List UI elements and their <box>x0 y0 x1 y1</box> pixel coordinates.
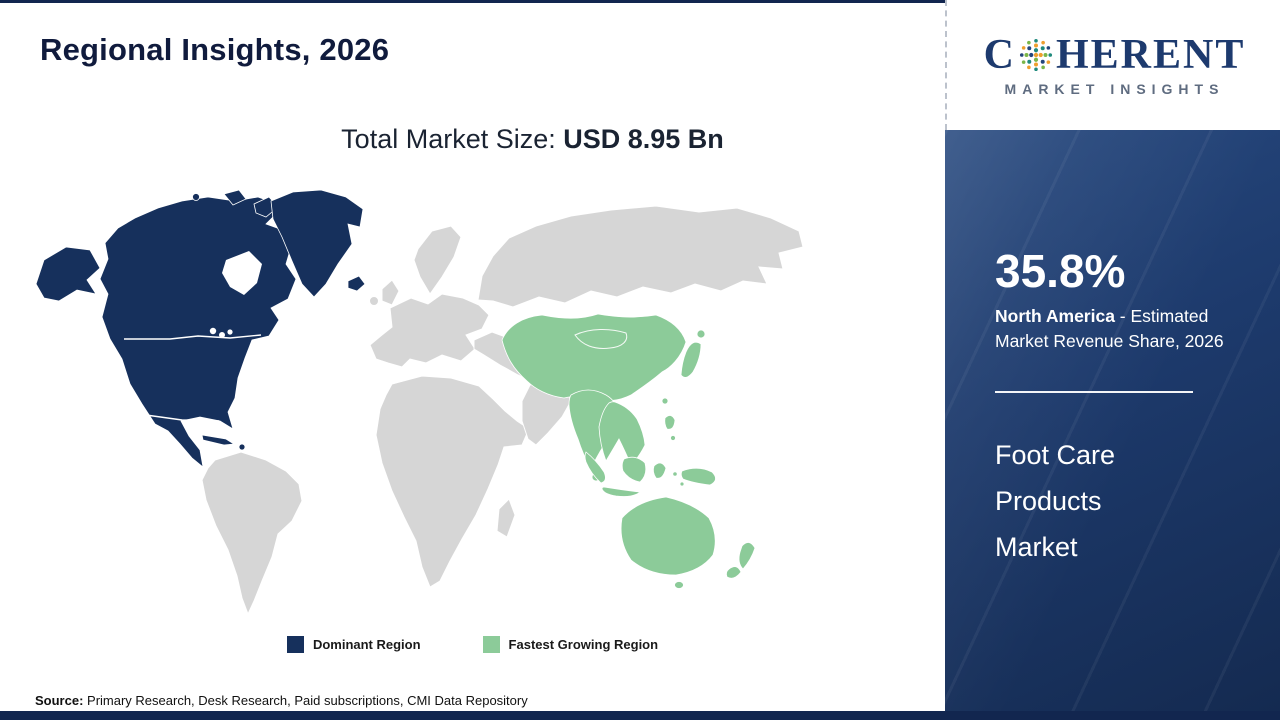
globe-dots-icon <box>1019 38 1053 71</box>
source-note: Source: Primary Research, Desk Research,… <box>35 693 528 708</box>
legend-item-growing: Fastest Growing Region <box>482 636 659 653</box>
source-label: Source: <box>35 693 84 708</box>
page-title: Regional Insights, 2026 <box>40 32 390 67</box>
market-share-value: 35.8% <box>995 245 1126 297</box>
highlight-panel: 35.8% North America - Estimated Market R… <box>945 130 1280 720</box>
map-legend: Dominant Region Fastest Growing Region <box>0 636 945 653</box>
source-text: Primary Research, Desk Research, Paid su… <box>83 693 528 708</box>
market-name: Foot Care Products Market <box>995 439 1116 562</box>
fastest-growing-region-label: Fastest Growing Region <box>508 637 659 652</box>
market-share-region: North America <box>995 306 1115 326</box>
region-asia-pacific <box>501 313 756 589</box>
top-accent-strip <box>0 0 1280 3</box>
world-map <box>35 189 804 616</box>
total-market-size-label: Total Market Size: <box>341 124 564 154</box>
region-north-america <box>35 189 366 468</box>
brand-tagline: MARKET INSIGHTS <box>1004 80 1225 97</box>
region-neutral <box>201 205 804 616</box>
market-share-description: North America - Estimated Market Revenue… <box>995 304 1257 355</box>
total-market-size-value: USD 8.95 Bn <box>563 124 724 154</box>
brand-letters-herent: HERENT <box>1055 31 1246 78</box>
panel-divider <box>995 390 1193 393</box>
brand-logo: C HERENT <box>984 34 1246 76</box>
dominant-region-swatch <box>286 636 304 653</box>
fastest-growing-region-swatch <box>482 636 500 653</box>
brand-letter-c: C <box>983 31 1016 78</box>
legend-item-dominant: Dominant Region <box>286 636 421 653</box>
world-map-container <box>30 188 820 623</box>
total-market-size: Total Market Size: USD 8.95 Bn <box>60 124 1005 155</box>
bottom-accent-strip <box>0 711 1280 720</box>
dominant-region-label: Dominant Region <box>312 637 421 652</box>
market-share-caption: - Estimated Market Revenue Share, 2026 <box>995 306 1224 352</box>
brand-logo-area: C HERENT MARKET INSIGHTS <box>945 0 1280 130</box>
